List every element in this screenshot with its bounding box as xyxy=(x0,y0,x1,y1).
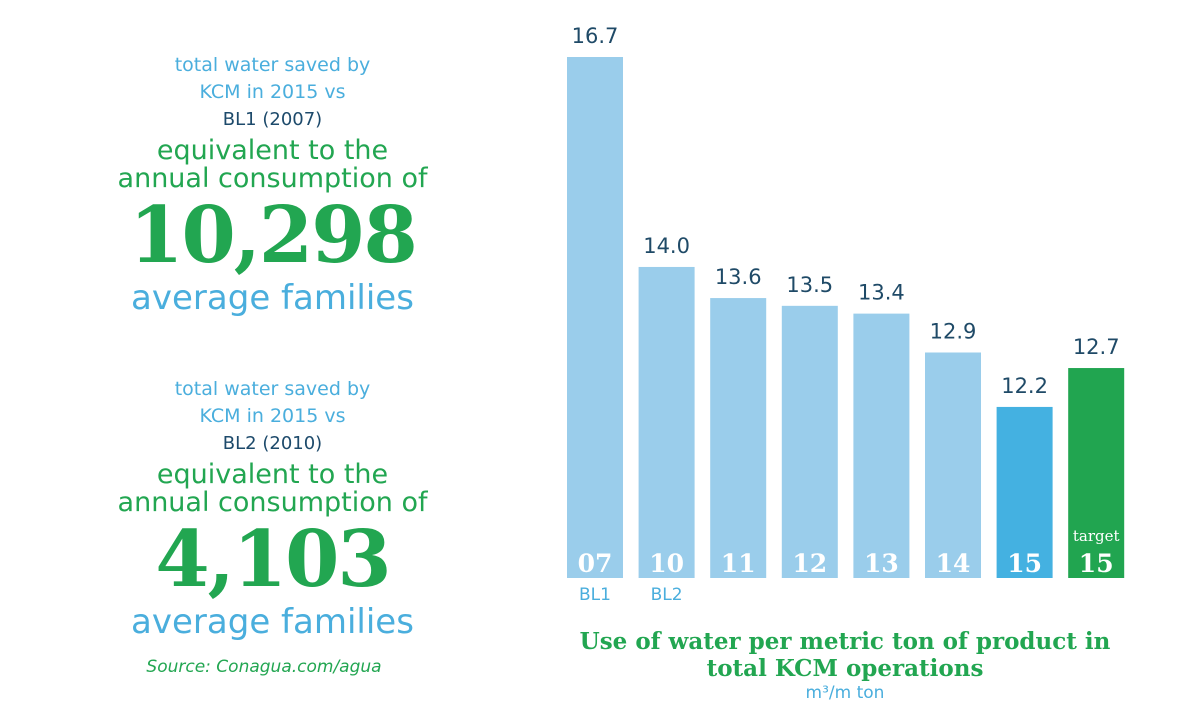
category-label: 07 xyxy=(578,549,613,578)
value-label: 14.0 xyxy=(643,234,690,258)
bar xyxy=(925,352,981,578)
equivalent-line1: equivalent to the xyxy=(156,459,389,490)
baseline-label: BL1 (2007) xyxy=(222,109,323,130)
bar xyxy=(1068,368,1125,578)
savings-intro-line1: total water saved by xyxy=(174,54,371,76)
category-label: 10 xyxy=(649,549,684,578)
water-use-bar-chart: 16.7 07 BL1 14.0 10 BL2 13.6 11 13.5 12 13.4 13 12.9… xyxy=(567,24,1125,605)
savings-block-bl1: total water saved by KCM in 2015 vs BL1 … xyxy=(0,52,545,317)
baseline-label: BL2 (2010) xyxy=(222,433,323,454)
savings-intro-line2: KCM in 2015 vs xyxy=(199,81,346,103)
savings-block-bl2: total water saved by KCM in 2015 vs BL2 … xyxy=(0,376,545,641)
bar xyxy=(567,57,623,578)
families-number: 10,298 xyxy=(129,190,418,281)
bar xyxy=(781,305,838,578)
bar xyxy=(710,298,767,578)
value-label: 12.9 xyxy=(930,319,977,343)
value-label: 16.7 xyxy=(572,24,619,48)
baseline-tag: BL2 xyxy=(651,585,683,605)
chart-title: Use of water per metric ton of product i… xyxy=(545,628,1145,682)
category-label: 14 xyxy=(936,549,971,578)
families-label: average families xyxy=(131,602,414,642)
category-label: 11 xyxy=(721,549,756,578)
value-label: 13.5 xyxy=(786,273,833,297)
bar xyxy=(996,406,1053,578)
chart-title-line1: Use of water per metric ton of product i… xyxy=(579,628,1111,655)
value-label: 12.2 xyxy=(1001,374,1048,398)
value-label: 12.7 xyxy=(1073,335,1120,359)
chart-title-line2: total KCM operations xyxy=(706,655,984,682)
category-label: 13 xyxy=(864,549,899,578)
category-prefix-label: target xyxy=(1073,527,1120,545)
category-label: 15 xyxy=(1007,549,1042,578)
value-label: 13.4 xyxy=(858,281,905,305)
chart-unit: m³/m ton xyxy=(805,683,885,703)
families-number: 4,103 xyxy=(155,514,391,605)
savings-intro-line1: total water saved by xyxy=(174,378,371,400)
equivalent-line2: annual consumption of xyxy=(117,163,428,194)
source-note: Source: Conagua.com/agua xyxy=(146,657,382,677)
category-label: 12 xyxy=(792,549,827,578)
equivalent-line1: equivalent to the xyxy=(156,135,389,166)
equivalent-line2: annual consumption of xyxy=(117,487,428,518)
savings-intro-line2: KCM in 2015 vs xyxy=(199,405,346,427)
baseline-tag: BL1 xyxy=(579,585,611,605)
bar xyxy=(638,266,695,578)
bar xyxy=(853,313,910,578)
category-label: 15 xyxy=(1079,549,1114,578)
families-label: average families xyxy=(131,278,414,318)
value-label: 13.6 xyxy=(715,265,762,289)
